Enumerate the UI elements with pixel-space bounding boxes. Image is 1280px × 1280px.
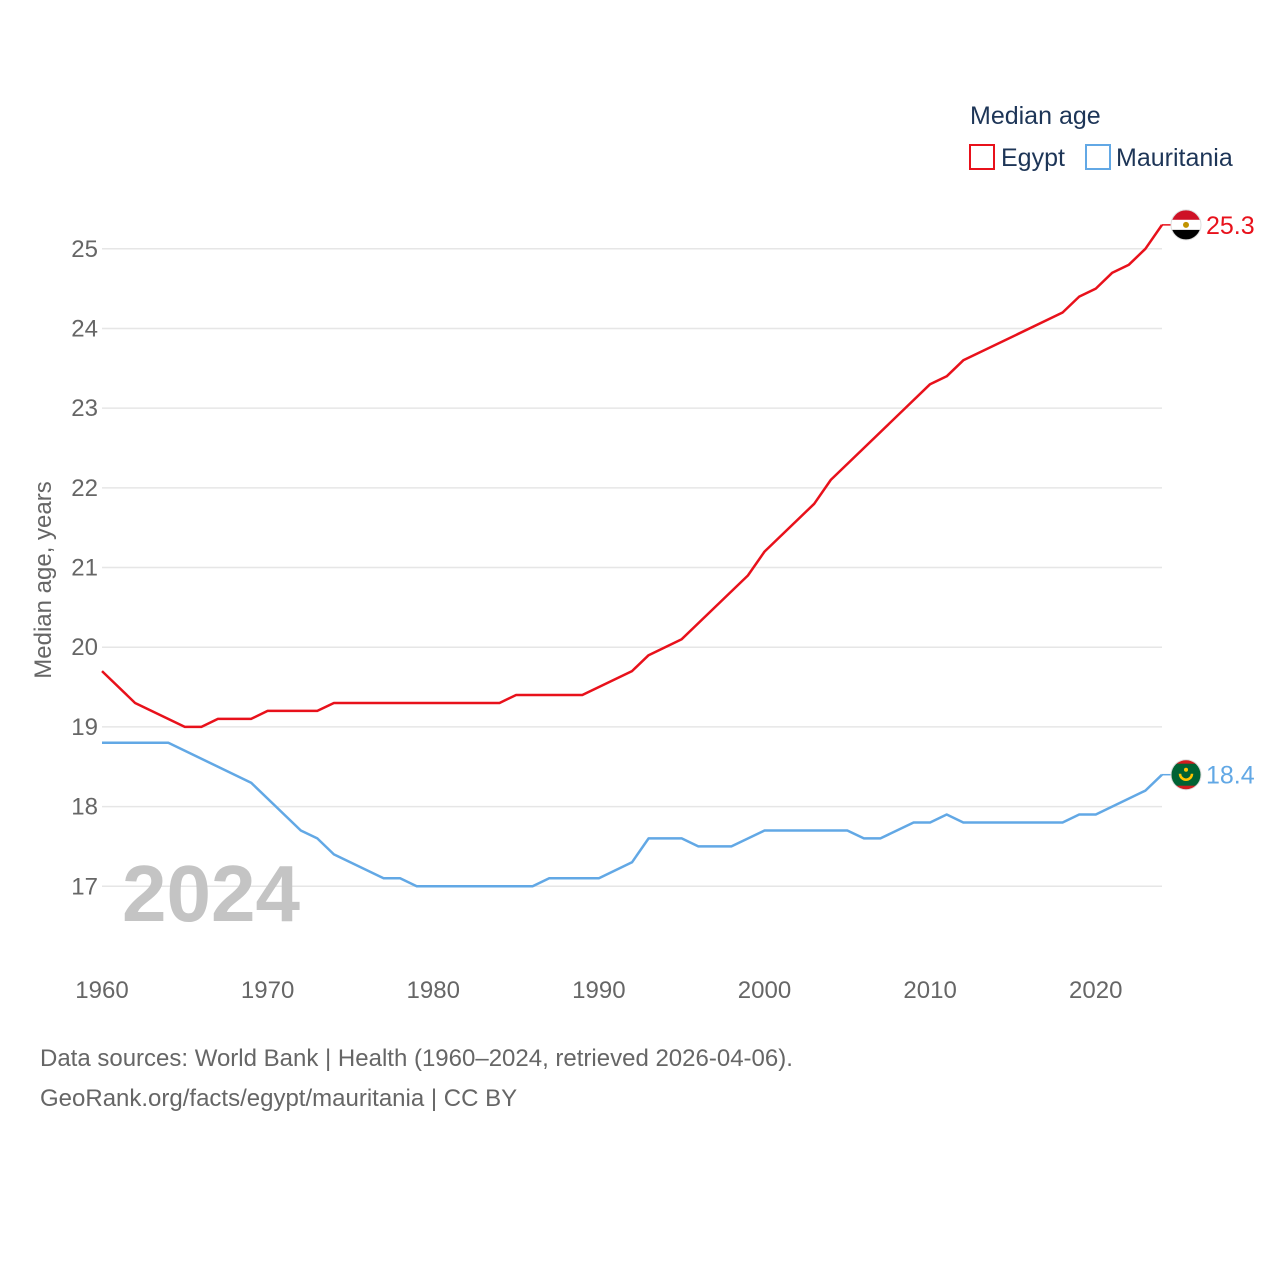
y-tick-label: 20 (71, 634, 98, 661)
legend-item-mauritania[interactable]: Mauritania (1085, 144, 1233, 172)
y-tick-label: 25 (71, 236, 98, 263)
y-tick-label: 24 (71, 315, 98, 342)
y-tick-label: 23 (71, 395, 98, 422)
end-label-mauritania: 18.4 (1206, 762, 1255, 790)
year-watermark: 2024 (122, 849, 300, 938)
series-line-mauritania[interactable] (102, 741, 1163, 888)
series-lines: 25.3 18.4 (101, 209, 1255, 888)
x-tick-label: 2010 (903, 977, 956, 1004)
legend-swatch-mauritania (1085, 144, 1111, 170)
egypt-flag-icon (1170, 209, 1202, 241)
y-tick-label: 21 (71, 555, 98, 582)
legend-label-egypt: Egypt (1001, 144, 1065, 172)
series-line-egypt[interactable] (101, 224, 1164, 729)
y-tick-label: 18 (71, 794, 98, 821)
mauritania-flag-icon (1170, 759, 1202, 791)
x-tick-label: 1960 (75, 977, 128, 1004)
y-axis-title: Median age, years (30, 481, 57, 678)
x-tick-label: 2000 (738, 977, 791, 1004)
x-axis-ticks: 1960 1970 1980 1990 2000 2010 2020 (75, 977, 1122, 1004)
y-axis-ticks: 17 18 19 20 21 22 23 24 25 (71, 236, 98, 900)
x-tick-label: 1990 (572, 977, 625, 1004)
gridlines (102, 248, 1162, 888)
legend: Median age Egypt Mauritania (969, 102, 1233, 172)
x-tick-label: 2020 (1069, 977, 1122, 1004)
end-label-egypt: 25.3 (1206, 212, 1255, 240)
y-tick-label: 17 (71, 873, 98, 900)
legend-label-mauritania: Mauritania (1116, 144, 1233, 172)
x-tick-label: 1980 (407, 977, 460, 1004)
legend-swatch-egypt (969, 144, 995, 170)
source-url[interactable]: GeoRank.org/facts/egypt/mauritania | CC … (40, 1085, 518, 1112)
legend-title: Median age (970, 102, 1101, 130)
y-tick-label: 22 (71, 475, 98, 502)
legend-item-egypt[interactable]: Egypt (969, 144, 1065, 172)
source-text: Data sources: World Bank | Health (1960–… (40, 1045, 793, 1072)
y-tick-label: 19 (71, 714, 98, 741)
x-tick-label: 1970 (241, 977, 294, 1004)
